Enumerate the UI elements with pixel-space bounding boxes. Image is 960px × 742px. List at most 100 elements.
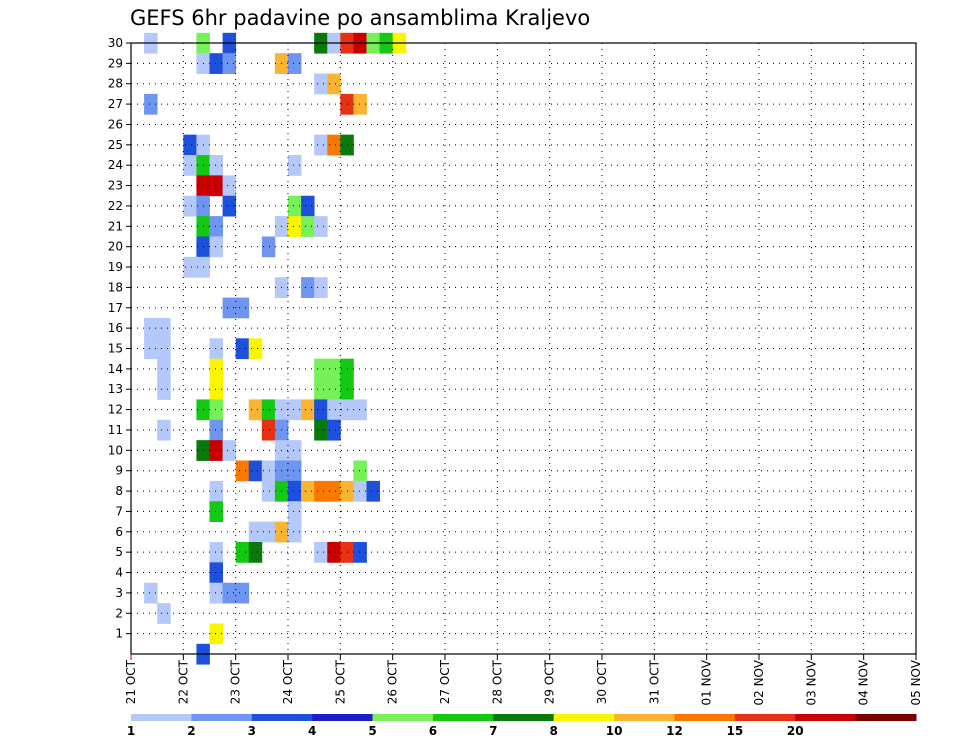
heatmap-cell bbox=[183, 134, 197, 156]
heatmap-cell bbox=[157, 338, 171, 360]
chart-title: GEFS 6hr padavine po ansamblima Kraljevo bbox=[130, 6, 591, 30]
heatmap-cell bbox=[288, 216, 302, 237]
colorbar-swatch bbox=[432, 714, 494, 721]
colorbar-swatch bbox=[191, 714, 253, 721]
colorbar-label: 5 bbox=[368, 724, 376, 738]
heatmap-cell bbox=[222, 195, 237, 217]
heatmap-cell bbox=[353, 460, 367, 482]
heatmap-cell bbox=[288, 440, 302, 461]
heatmap-cell bbox=[327, 399, 341, 421]
colorbar-swatch bbox=[855, 714, 917, 721]
heatmap-cell bbox=[353, 93, 367, 115]
heatmap-cell bbox=[288, 521, 302, 543]
y-tick-label: 10 bbox=[108, 443, 123, 457]
colorbar-label: 12 bbox=[666, 724, 683, 738]
heatmap-cell bbox=[261, 521, 276, 543]
heatmap-cell bbox=[144, 93, 158, 115]
heatmap-cell bbox=[209, 440, 223, 461]
heatmap-cell bbox=[157, 379, 171, 400]
heatmap-cell bbox=[235, 297, 250, 319]
y-tick-label: 9 bbox=[115, 464, 123, 478]
x-tick-label: 01 NOV bbox=[700, 659, 714, 705]
heatmap-cell bbox=[209, 338, 223, 360]
heatmap-cell bbox=[301, 195, 315, 217]
heatmap-cell bbox=[327, 134, 341, 156]
x-tick-label: 02 NOV bbox=[752, 659, 766, 705]
heatmap-cell bbox=[327, 480, 341, 502]
grid-lines bbox=[131, 43, 916, 654]
y-tick-label: 26 bbox=[108, 117, 123, 131]
x-tick-label: 31 OCT bbox=[647, 659, 661, 704]
heatmap-cell bbox=[301, 399, 315, 421]
y-tick-label: 16 bbox=[108, 321, 123, 335]
heatmap-cell bbox=[209, 236, 223, 258]
y-tick-label: 19 bbox=[108, 260, 123, 274]
heatmap-cell bbox=[209, 623, 223, 645]
y-tick-label: 15 bbox=[108, 342, 123, 356]
y-tick-label: 17 bbox=[108, 301, 123, 315]
heatmap-cell bbox=[209, 155, 223, 176]
x-axis-ticks: 21 OCT 22 OCT 23 OCT 24 OCT 25 OCT 26 OCT 27 O… bbox=[124, 654, 923, 706]
heatmap-cell bbox=[353, 541, 367, 563]
heatmap-cell bbox=[327, 541, 341, 563]
y-tick-label: 3 bbox=[115, 586, 123, 600]
heatmap-cell bbox=[222, 297, 237, 319]
heatmap-cell bbox=[288, 501, 302, 523]
heatmap-cell bbox=[235, 460, 250, 482]
colorbar-label: 20 bbox=[787, 724, 804, 738]
colorbar-label: 15 bbox=[726, 724, 743, 738]
y-tick-label: 23 bbox=[108, 179, 123, 193]
colorbar-swatch bbox=[795, 714, 857, 721]
colorbar-label: 7 bbox=[489, 724, 497, 738]
heatmap-cell bbox=[314, 480, 328, 502]
heatmap-cell bbox=[209, 582, 223, 604]
heatmap-cell bbox=[248, 399, 263, 421]
heatmap-cell bbox=[366, 480, 380, 502]
colorbar-label: 3 bbox=[248, 724, 256, 738]
heatmap-cell bbox=[183, 256, 197, 278]
x-tick-label: 23 OCT bbox=[229, 659, 243, 704]
y-tick-label: 5 bbox=[115, 545, 123, 559]
y-tick-label: 2 bbox=[115, 606, 123, 620]
heatmap-cell bbox=[157, 603, 171, 624]
heatmap-cell bbox=[327, 379, 341, 400]
heatmap-cell bbox=[144, 338, 158, 360]
y-tick-label: 7 bbox=[115, 504, 123, 518]
x-tick-label: 22 OCT bbox=[176, 659, 190, 704]
heatmap-cell bbox=[209, 53, 223, 74]
heatmap-cells bbox=[144, 32, 407, 665]
heatmap-cell bbox=[235, 541, 250, 563]
y-tick-label: 11 bbox=[108, 423, 123, 437]
heatmap-cell bbox=[209, 562, 223, 584]
heatmap-cell bbox=[209, 419, 223, 441]
heatmap-cell bbox=[314, 216, 328, 237]
heatmap-cell bbox=[222, 440, 237, 461]
heatmap-cell bbox=[144, 317, 158, 339]
heatmap-cell bbox=[327, 358, 341, 380]
x-tick-label: 04 NOV bbox=[857, 659, 871, 705]
colorbar-label: 4 bbox=[308, 724, 316, 738]
colorbar-swatch bbox=[493, 714, 555, 721]
y-tick-label: 12 bbox=[108, 403, 123, 417]
x-tick-label: 24 OCT bbox=[281, 659, 295, 704]
heatmap-cell bbox=[327, 73, 341, 95]
heatmap-cell bbox=[209, 541, 223, 563]
heatmap-cell bbox=[209, 216, 223, 237]
y-tick-label: 6 bbox=[115, 525, 123, 539]
y-tick-label: 20 bbox=[108, 240, 123, 254]
y-tick-label: 4 bbox=[115, 566, 123, 580]
heatmap-cell bbox=[301, 480, 315, 502]
heatmap-cell bbox=[209, 379, 223, 400]
colorbar-swatch bbox=[131, 714, 192, 721]
heatmap-cell bbox=[157, 358, 171, 380]
heatmap-cell bbox=[301, 216, 315, 237]
heatmap-cell bbox=[288, 480, 302, 502]
heatmap-cell bbox=[183, 195, 197, 217]
x-tick-label: 03 NOV bbox=[804, 659, 818, 705]
heatmap-cell bbox=[314, 134, 328, 156]
y-tick-label: 22 bbox=[108, 199, 123, 213]
heatmap-cell bbox=[144, 582, 158, 604]
colorbar-swatch bbox=[614, 714, 675, 721]
colorbar-swatch bbox=[372, 714, 434, 721]
